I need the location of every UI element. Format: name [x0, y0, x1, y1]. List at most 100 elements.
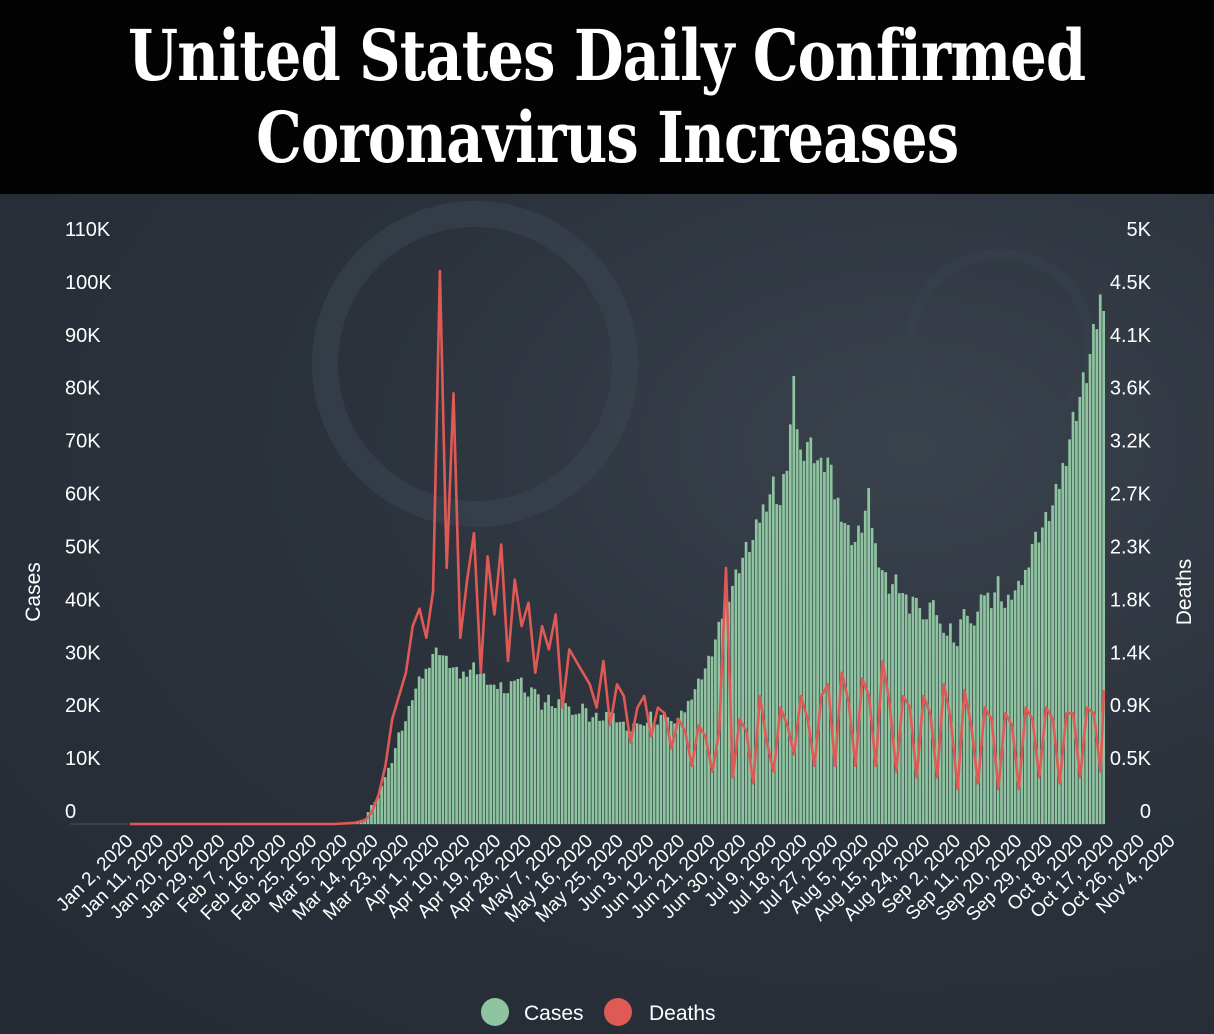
case-bar — [785, 470, 789, 824]
case-bar — [410, 700, 414, 824]
case-bar — [553, 708, 557, 824]
case-bar — [962, 609, 966, 824]
case-bar — [479, 673, 482, 824]
case-bar — [816, 460, 819, 824]
case-bar — [768, 494, 772, 824]
case-bar — [400, 730, 404, 824]
case-bar — [867, 487, 871, 824]
case-bar — [836, 497, 840, 824]
legend: Cases Deaths — [481, 998, 716, 1026]
case-bar — [727, 601, 731, 824]
case-bar — [594, 712, 598, 824]
virus-ring — [312, 201, 638, 527]
case-bar — [639, 724, 642, 824]
case-bar — [904, 594, 908, 824]
case-bar — [611, 713, 615, 824]
case-bar — [891, 584, 894, 824]
y-tick-label: 0 — [65, 801, 76, 823]
case-bar — [908, 613, 911, 824]
case-bar — [792, 375, 796, 824]
case-bar — [547, 694, 550, 824]
case-bar — [441, 655, 445, 824]
case-bar — [720, 618, 724, 824]
left-axis-ticks: 0 10K 20K 30K 40K 50K 60K 70K 80K 90K 100K 110K — [65, 219, 112, 823]
y2-tick-label: 1.4K — [1110, 642, 1152, 664]
case-bar — [458, 678, 462, 824]
legend-cases-marker — [481, 998, 509, 1026]
y2-axis-title: Deaths — [1173, 559, 1196, 626]
case-bar — [959, 619, 962, 824]
virus-decoration — [905, 249, 1095, 439]
case-bar — [857, 525, 860, 824]
case-bar — [846, 525, 850, 824]
case-bar — [942, 632, 945, 824]
case-bar — [588, 721, 591, 824]
deaths-line — [130, 269, 1106, 826]
case-bar — [574, 714, 578, 824]
case-bar — [622, 721, 625, 824]
case-bar — [795, 429, 799, 824]
case-bar — [1020, 585, 1024, 824]
right-axis-ticks: 0 0.5K 0.9K 1.4K 1.8K 2.3K 2.7K 3.2K 3.6K 4.1K 4.5… — [1110, 219, 1152, 823]
case-bar — [833, 499, 836, 824]
y-tick-label: 20K — [65, 695, 101, 717]
case-bar — [591, 717, 595, 824]
y-tick-label: 80K — [65, 378, 101, 400]
y-tick-label: 90K — [65, 325, 101, 347]
case-bar — [601, 720, 605, 824]
case-bar — [1047, 521, 1051, 824]
case-bar — [680, 710, 683, 824]
case-bar — [1071, 411, 1075, 824]
case-bar — [758, 522, 762, 824]
case-bar — [1000, 601, 1003, 824]
case-bar — [809, 437, 813, 824]
y2-tick-label: 3.6K — [1110, 378, 1152, 400]
case-bar — [397, 732, 401, 824]
case-bar — [567, 706, 571, 824]
case-bar — [1054, 483, 1058, 824]
case-bar — [724, 599, 728, 824]
y-tick-label: 40K — [65, 589, 101, 611]
case-bar — [434, 647, 438, 824]
case-bar — [788, 424, 792, 824]
case-bar — [1040, 527, 1044, 824]
case-bar — [540, 709, 544, 824]
case-bar — [925, 619, 928, 824]
y-tick-label: 100K — [65, 272, 112, 294]
case-bar — [502, 693, 506, 824]
case-bar — [806, 441, 809, 824]
case-bar — [669, 720, 673, 824]
case-bar — [1023, 569, 1027, 824]
legend-cases-label: Cases — [524, 1002, 584, 1025]
case-bar — [1006, 594, 1010, 824]
case-bar — [1044, 512, 1048, 824]
case-bar — [1017, 580, 1020, 824]
case-bar — [417, 676, 421, 824]
case-bar — [751, 539, 755, 824]
case-bar — [407, 705, 411, 824]
case-bar — [932, 600, 935, 824]
case-bar — [972, 625, 976, 824]
case-bar — [986, 592, 990, 824]
case-bar — [823, 472, 826, 824]
case-bar — [703, 668, 707, 824]
case-bar — [989, 608, 993, 824]
case-bar — [536, 694, 540, 824]
case-bar — [683, 712, 687, 824]
chart-panel: 0 10K 20K 30K 40K 50K 60K 70K 80K 90K 100K 110K 0 0.… — [0, 194, 1214, 1034]
case-bar — [1013, 590, 1017, 824]
case-bar — [945, 635, 949, 824]
case-bar — [935, 615, 939, 824]
case-bar — [662, 713, 666, 824]
case-bar — [376, 797, 380, 824]
case-bar — [1102, 310, 1106, 824]
case-bar — [564, 703, 567, 824]
case-bar — [485, 684, 489, 824]
case-bar — [1081, 372, 1085, 824]
case-bar — [431, 653, 435, 824]
case-bar — [697, 678, 700, 824]
case-bar — [390, 763, 394, 824]
case-bar — [475, 674, 479, 824]
case-bar — [921, 619, 925, 824]
case-bar — [519, 677, 523, 824]
